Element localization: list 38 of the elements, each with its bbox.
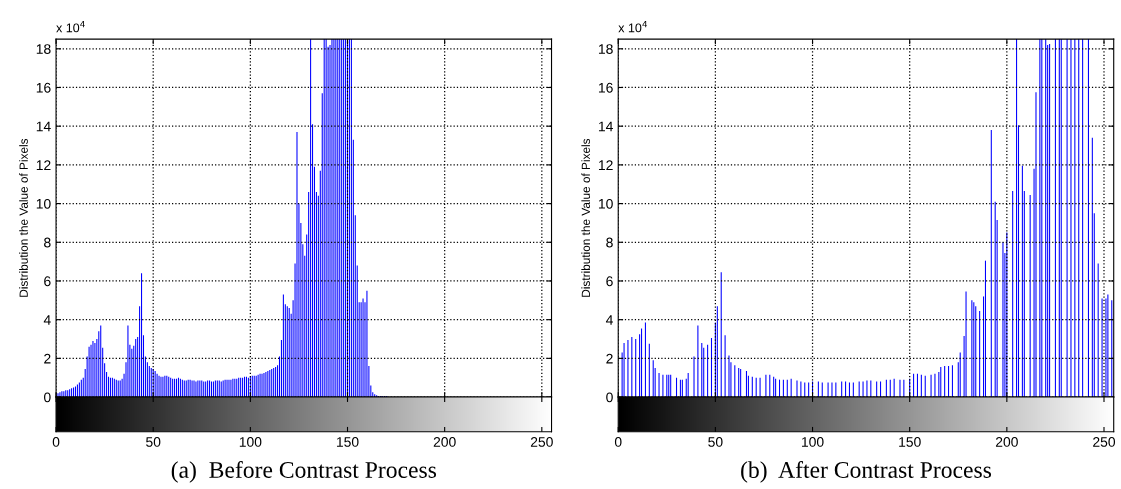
text: x 10$^{4}$ (618, 20, 648, 33)
x-tick-label: 0 (614, 437, 622, 447)
x-tick-label: 0 (52, 437, 60, 447)
y-tick-label: 10 (36, 198, 51, 209)
x-tick-label: 200 (433, 437, 456, 447)
text: (a) Before Contrast Process (171, 461, 437, 483)
y-tick-label: 12 (598, 160, 613, 170)
x-tick-label: 100 (239, 437, 262, 447)
y-axis-title: Distribution the Value of Pixels (581, 138, 591, 297)
x-tick-label: 50 (708, 437, 723, 447)
y-tick-label: 12 (36, 160, 51, 170)
x-tick-label: 200 (995, 437, 1018, 447)
y-tick-label: 18 (36, 44, 51, 54)
y-axis-title: Distribution the Value of Pixels (19, 138, 28, 297)
x-tick-label: 50 (146, 437, 161, 447)
y-tick-label: 4 (605, 315, 613, 325)
y-tick-label: 2 (606, 353, 613, 364)
x-tick-label: 100 (802, 437, 824, 447)
y-tick-label: 6 (44, 276, 51, 287)
y-tick-label: 14 (36, 121, 51, 132)
y-tick-label: 0 (606, 392, 613, 403)
y-tick-label: 16 (36, 82, 51, 93)
y-tick-label: 10 (598, 198, 613, 209)
x-tick-label: 250 (530, 437, 553, 447)
x-tick-label: 150 (336, 437, 359, 447)
y-tick-label: 2 (44, 353, 51, 364)
y-tick-label: 4 (43, 315, 51, 325)
y-tick-label: 14 (598, 121, 613, 132)
y-tick-label: 0 (44, 392, 51, 403)
text: (b) After Contrast Process (741, 461, 992, 483)
y-tick-label: 8 (606, 237, 613, 248)
y-tick-label: 18 (598, 44, 613, 54)
y-tick-label: 6 (606, 276, 613, 287)
y-tick-label: 8 (44, 237, 51, 248)
text: x 10$^{4}$ (56, 20, 85, 33)
x-tick-label: 150 (899, 437, 921, 447)
y-tick-label: 16 (598, 82, 613, 93)
x-tick-label: 250 (1093, 437, 1116, 447)
